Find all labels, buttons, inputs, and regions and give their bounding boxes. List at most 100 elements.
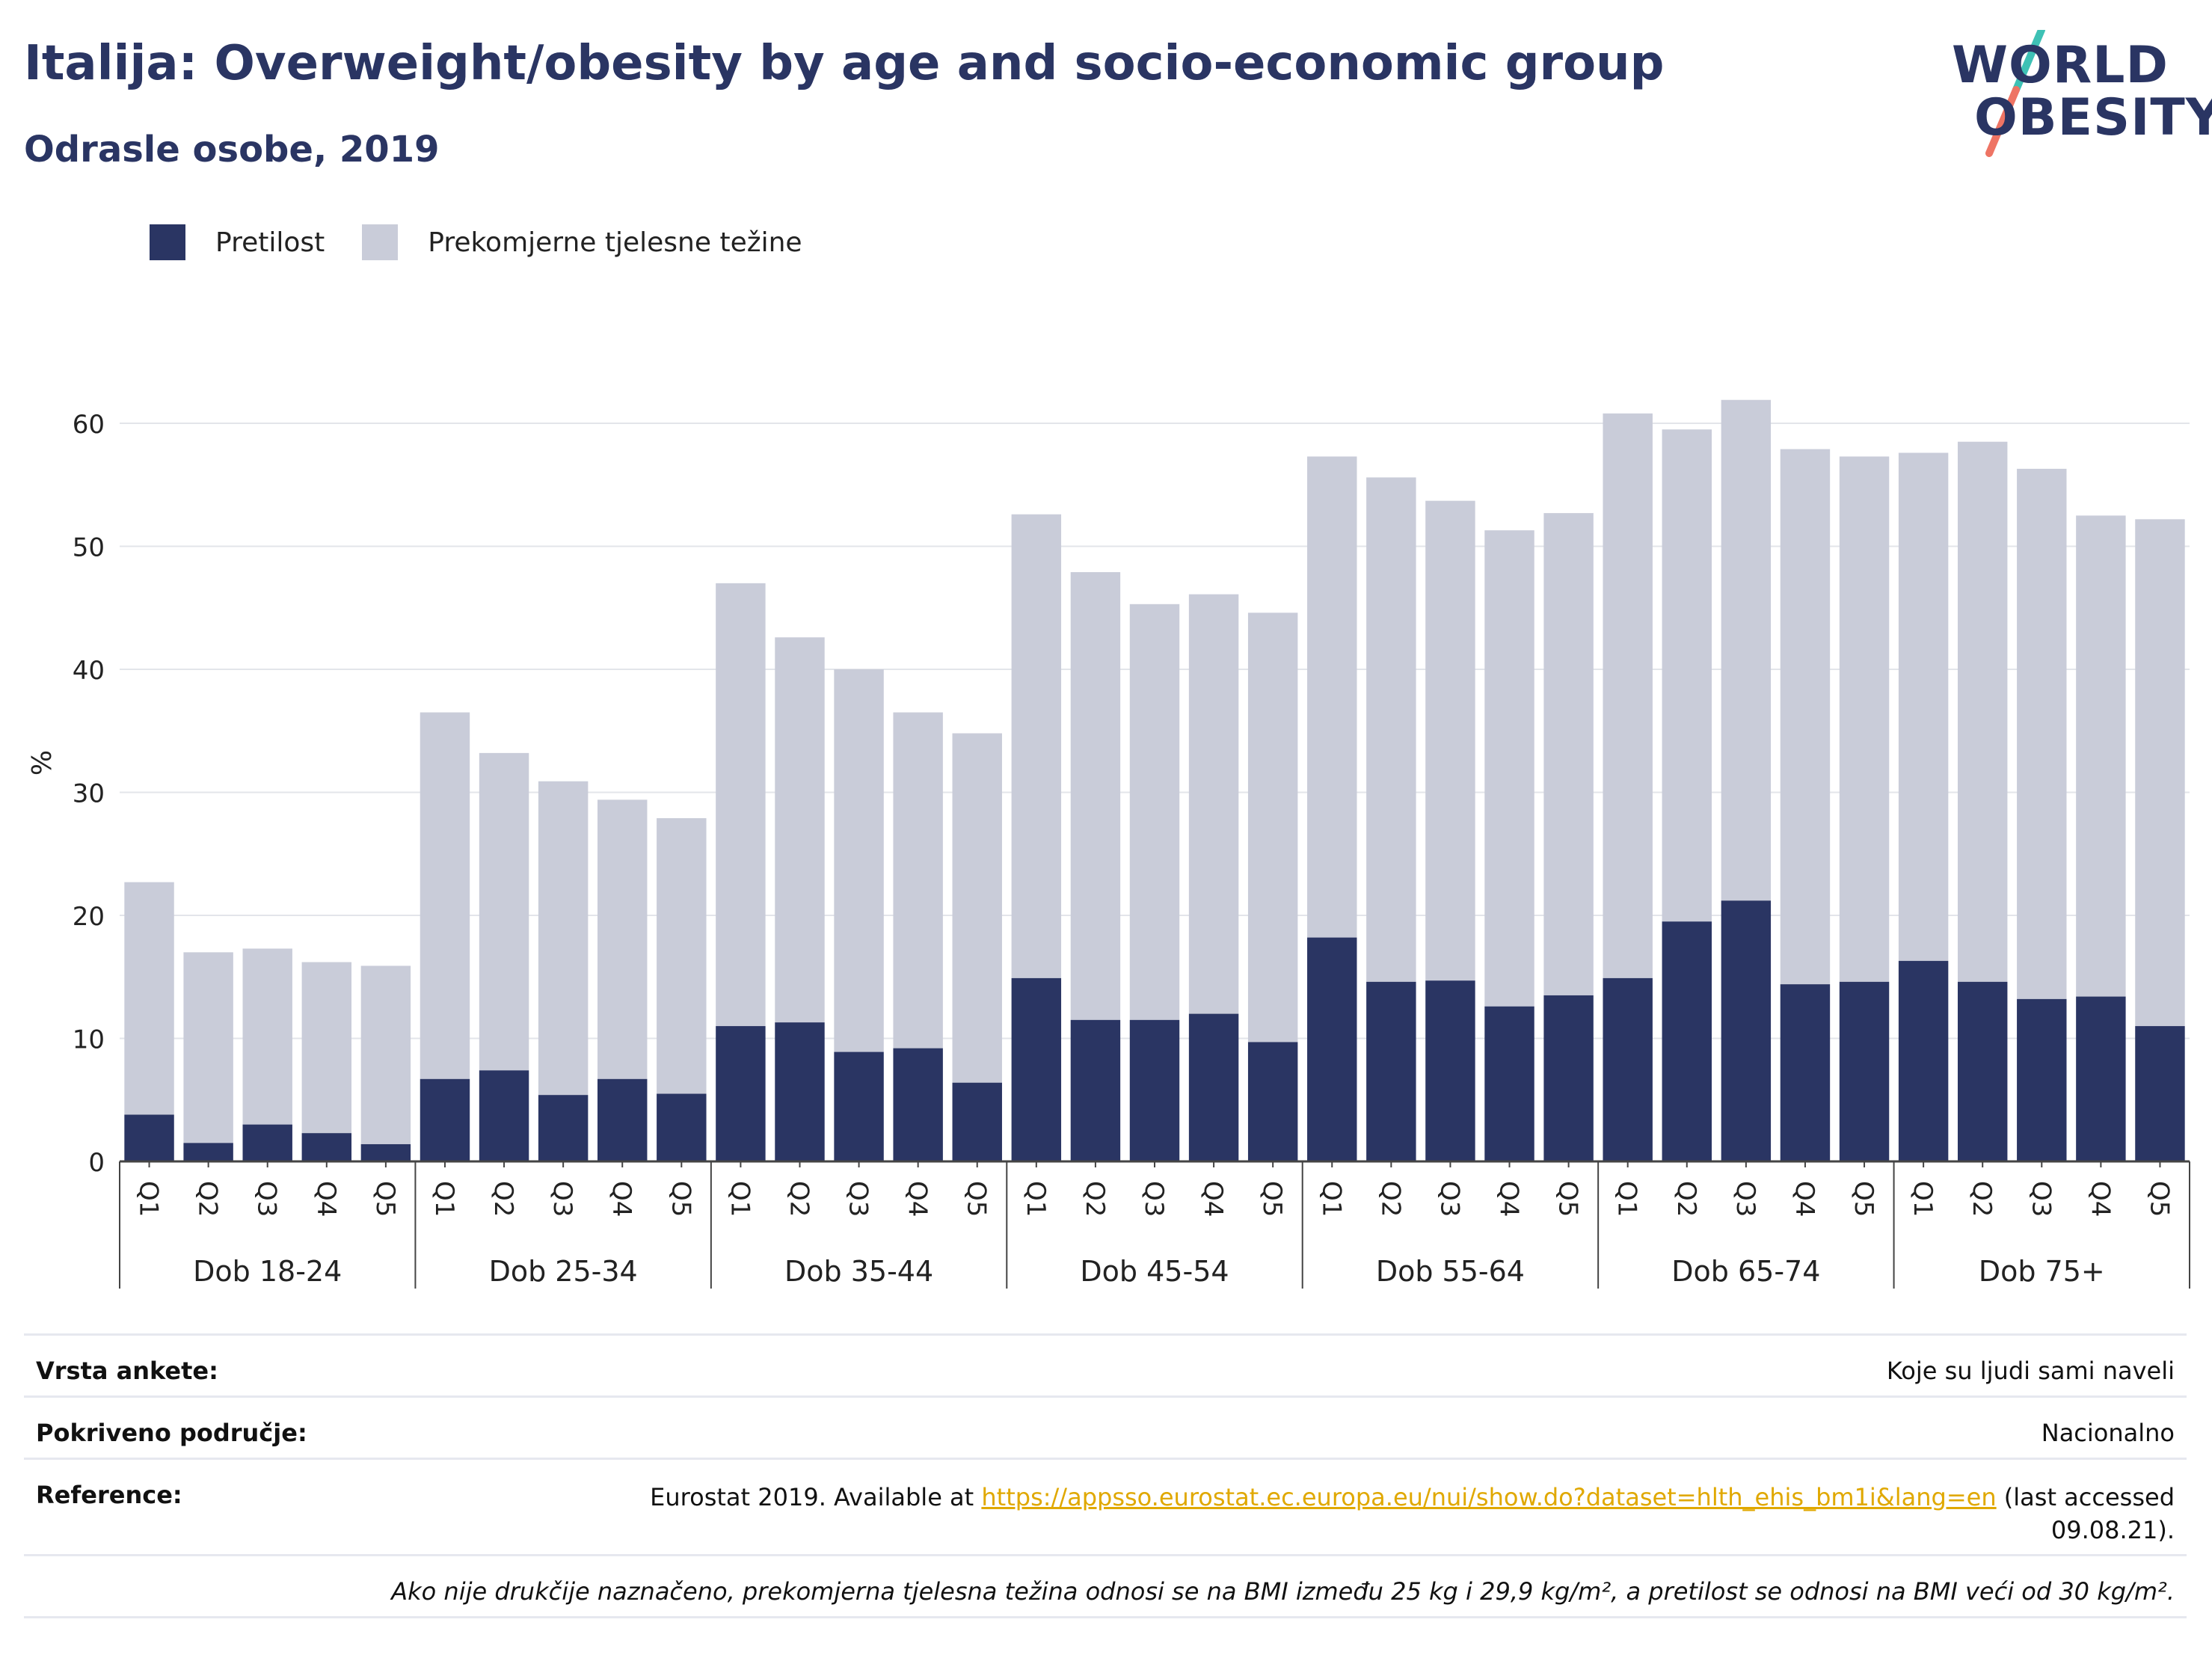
x-tick-label: Q1	[429, 1181, 459, 1217]
x-tick-label: Q3	[547, 1181, 577, 1217]
bar-obesity	[1247, 1042, 1298, 1161]
bar-overweight	[1839, 456, 1890, 982]
x-tick-label: Q4	[1198, 1181, 1228, 1217]
bar-obesity	[183, 1143, 233, 1161]
bar-obesity	[952, 1082, 1002, 1161]
x-tick-label: Q3	[2026, 1181, 2056, 1217]
group-label: Dob 45-54	[1080, 1255, 1229, 1288]
reference-link[interactable]: https://appsso.eurostat.ec.europa.eu/nui…	[981, 1483, 1997, 1511]
x-tick-label: Q1	[1612, 1181, 1642, 1217]
bar-overweight	[1484, 530, 1534, 1007]
bar-overweight	[1247, 612, 1298, 1043]
bar-obesity	[1129, 1019, 1180, 1161]
bar-overweight	[1129, 604, 1180, 1020]
y-tick-label: 60	[73, 410, 105, 440]
bar-overweight	[1898, 452, 1949, 961]
bar-overweight	[420, 712, 470, 1079]
x-tick-label: Q4	[311, 1181, 341, 1217]
x-tick-label: Q5	[666, 1181, 695, 1217]
x-tick-label: Q5	[370, 1181, 400, 1217]
bar-obesity	[420, 1078, 470, 1161]
x-tick-label: Q3	[1139, 1181, 1169, 1217]
bar-overweight	[597, 799, 648, 1079]
x-tick-label: Q4	[903, 1181, 933, 1217]
bar-obesity	[834, 1051, 884, 1161]
bar-obesity	[1366, 981, 1416, 1161]
bar-obesity	[1307, 937, 1357, 1161]
y-tick-label: 10	[73, 1025, 105, 1055]
logo-line-1: WORLD	[1952, 36, 2169, 95]
reference-prefix: Eurostat 2019. Available at	[650, 1483, 982, 1511]
survey-value: Koje su ljudi sami naveli	[1886, 1357, 2175, 1385]
bar-obesity	[1957, 981, 2008, 1161]
legend-item-obesity: Pretilost	[150, 224, 325, 260]
y-axis-label: %	[27, 750, 58, 776]
x-tick-label: Q2	[1080, 1181, 1110, 1217]
y-tick-label: 50	[73, 533, 105, 563]
chart-title: Italija: Overweight/obesity by age and s…	[24, 36, 1665, 91]
survey-label: Vrsta ankete:	[36, 1357, 218, 1385]
bar-obesity	[1603, 977, 1653, 1161]
bar-obesity	[360, 1143, 411, 1161]
x-tick-label: Q2	[1967, 1181, 1997, 1217]
x-tick-label: Q4	[2085, 1181, 2115, 1217]
x-tick-label: Q3	[1730, 1181, 1760, 1217]
logo-slash-icon	[1985, 30, 2045, 157]
x-tick-label: Q1	[1021, 1181, 1051, 1217]
reference-label: Reference:	[36, 1481, 182, 1509]
legend-swatch-obesity	[150, 224, 185, 260]
bar-overweight	[834, 669, 884, 1052]
chart-subtitle: Odrasle osobe, 2019	[24, 129, 440, 171]
logo-line-2: OBESITY	[1974, 88, 2212, 147]
bar-overweight	[1366, 477, 1416, 982]
x-tick-label: Q3	[844, 1181, 873, 1217]
bar-obesity	[242, 1124, 292, 1161]
bar-overweight	[1957, 441, 2008, 982]
group-label: Dob 55-64	[1376, 1255, 1525, 1288]
x-tick-label: Q5	[1849, 1181, 1878, 1217]
bar-obesity	[1839, 981, 1890, 1161]
x-tick-label: Q3	[1434, 1181, 1464, 1217]
meta-row-survey: Vrsta ankete: Koje su ljudi sami naveli	[24, 1333, 2187, 1395]
x-tick-label: Q1	[725, 1181, 755, 1217]
bar-overweight	[360, 965, 411, 1144]
bar-obesity	[2076, 996, 2126, 1161]
bar-overweight	[2017, 468, 2067, 999]
y-tick-label: 30	[73, 779, 105, 809]
bar-overweight	[1011, 514, 1062, 978]
bar-obesity	[479, 1070, 529, 1161]
bar-overweight	[301, 962, 352, 1134]
bar-overweight	[183, 952, 233, 1143]
legend-label-overweight: Prekomjerne tjelesne težine	[428, 227, 802, 258]
x-tick-label: Q5	[1553, 1181, 1583, 1217]
y-tick-label: 0	[88, 1148, 105, 1178]
bar-overweight	[538, 781, 589, 1096]
bar-overweight	[1307, 456, 1357, 938]
group-label: Dob 75+	[1979, 1255, 2105, 1288]
y-tick-label: 40	[73, 656, 105, 686]
x-tick-label: Q2	[1671, 1181, 1701, 1217]
x-tick-label: Q4	[606, 1181, 636, 1217]
x-tick-label: Q4	[1789, 1181, 1819, 1217]
x-tick-label: Q1	[1908, 1181, 1938, 1217]
bar-overweight	[775, 637, 825, 1023]
bar-overweight	[893, 712, 943, 1048]
reference-value: Eurostat 2019. Available at https://apps…	[529, 1481, 2175, 1554]
meta-bottom-rule	[24, 1616, 2187, 1618]
metadata-table: Vrsta ankete: Koje su ljudi sami naveli …	[24, 1333, 2187, 1618]
x-tick-label: Q3	[252, 1181, 282, 1217]
x-tick-label: Q2	[784, 1181, 814, 1217]
x-tick-label: Q1	[1316, 1181, 1346, 1217]
bar-obesity	[1188, 1013, 1239, 1161]
legend-label-obesity: Pretilost	[215, 227, 325, 258]
bar-obesity	[1898, 960, 1949, 1161]
bar-overweight	[2076, 515, 2126, 997]
x-tick-label: Q2	[488, 1181, 518, 1217]
bar-obesity	[1484, 1006, 1534, 1161]
legend-swatch-overweight	[362, 224, 399, 260]
x-tick-label: Q5	[2144, 1181, 2174, 1217]
group-label: Dob 65-74	[1671, 1255, 1820, 1288]
bar-overweight	[1721, 399, 1772, 901]
bar-overweight	[1070, 572, 1121, 1020]
group-label: Dob 35-44	[784, 1255, 933, 1288]
